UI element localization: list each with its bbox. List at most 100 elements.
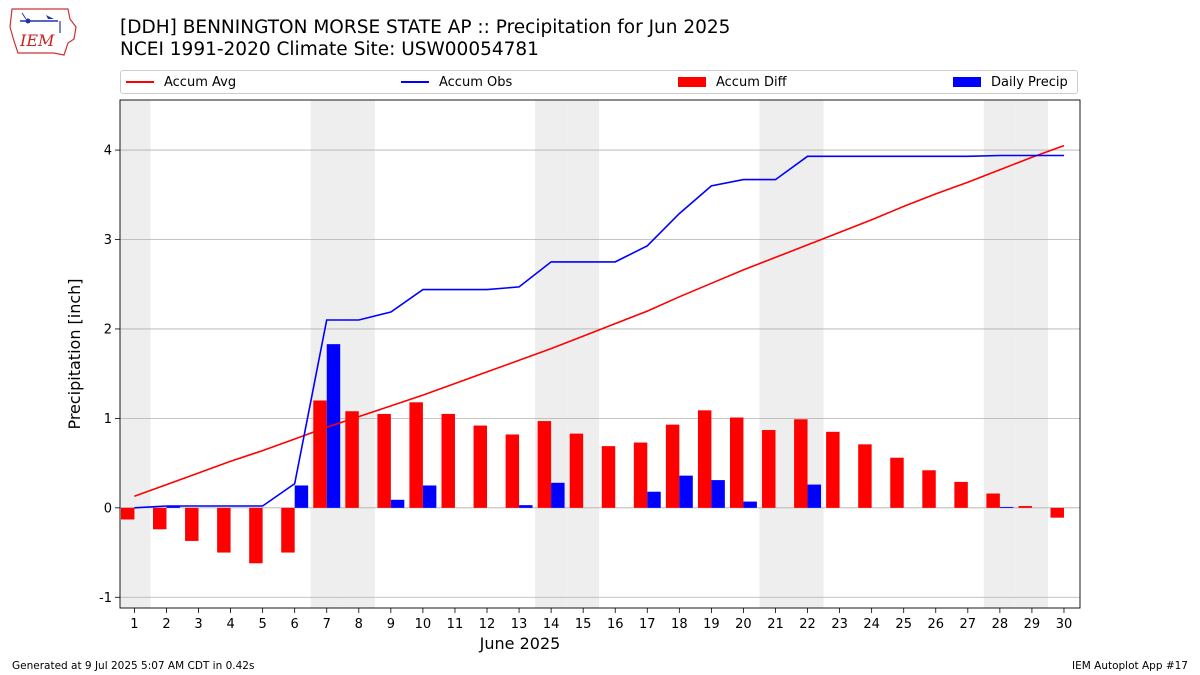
accum-diff-bar [633, 442, 648, 508]
y-tick-label: 3 [104, 233, 112, 248]
chart-subtitle: NCEI 1991-2020 Climate Site: USW00054781 [120, 39, 539, 60]
weekend-shade [759, 100, 792, 608]
legend-label-accum-avg: Accum Avg [164, 74, 237, 90]
x-tick-label: 23 [831, 617, 848, 632]
legend-swatch-daily-precip [953, 77, 981, 87]
accum-diff-bar [858, 444, 872, 508]
x-tick-label: 10 [415, 617, 432, 632]
plot-frame [119, 99, 1081, 609]
accum-diff-bar [409, 402, 423, 508]
legend-label-accum-diff: Accum Diff [716, 74, 787, 90]
accum-diff-bar [185, 507, 199, 541]
accum-diff-bar [120, 507, 135, 520]
accum-diff-bar [345, 411, 359, 508]
accum-diff-bar [153, 507, 167, 530]
accum-diff-bar [249, 507, 263, 564]
x-tick-label: 12 [479, 617, 496, 632]
x-tick-label: 20 [735, 617, 752, 632]
x-tick-label: 27 [960, 617, 977, 632]
x-tick-label: 7 [323, 617, 331, 632]
daily-precip-bar [519, 505, 533, 508]
accum-diff-bar [986, 493, 1000, 508]
legend-item-accum-diff: Accum Diff [678, 71, 787, 93]
weekend-shade [567, 100, 600, 608]
accum-diff-bar [665, 424, 680, 508]
legend-item-accum-obs: Accum Obs [401, 71, 512, 93]
y-tick-label: 1 [104, 412, 112, 427]
weekend-shade [983, 100, 1016, 608]
legend: Accum Avg Accum Obs Accum Diff Daily Pre… [120, 70, 1078, 94]
x-tick-label: 9 [387, 617, 395, 632]
accum-diff-bar [729, 417, 744, 508]
iem-logo: IEM [9, 8, 77, 56]
y-tick-label: 4 [104, 144, 112, 159]
legend-swatch-accum-obs [401, 81, 429, 83]
accum-diff-bar [890, 457, 904, 508]
accum-obs-line [134, 154, 1064, 509]
legend-label-daily-precip: Daily Precip [991, 74, 1068, 90]
legend-swatch-accum-diff [678, 77, 706, 87]
y-tick-label: 2 [104, 322, 112, 337]
accum-diff-bar [281, 507, 295, 553]
accum-diff-bar [569, 433, 584, 508]
accum-diff-bar [217, 507, 231, 553]
daily-precip-bar [390, 499, 405, 508]
legend-swatch-accum-avg [126, 81, 154, 83]
x-tick-label: 1 [130, 617, 138, 632]
weekend-shade [1015, 100, 1048, 608]
accum-diff-bar [441, 413, 455, 508]
x-tick-label: 2 [162, 617, 170, 632]
x-tick-label: 26 [927, 617, 944, 632]
accum-diff-bar [826, 431, 840, 508]
x-tick-label: 14 [543, 617, 560, 632]
x-tick-label: 3 [194, 617, 202, 632]
weekend-shade [120, 100, 151, 608]
x-tick-label: 6 [291, 617, 299, 632]
daily-precip-bar [679, 475, 693, 508]
legend-label-accum-obs: Accum Obs [439, 74, 513, 90]
legend-item-daily-precip: Daily Precip [953, 71, 1068, 93]
accum-diff-bar [794, 419, 808, 508]
accum-diff-bar [473, 425, 488, 508]
app-credit: IEM Autoplot App #17 [1072, 660, 1188, 672]
x-tick-label: 19 [703, 617, 720, 632]
x-tick-label: 28 [992, 617, 1009, 632]
x-tick-label: 5 [258, 617, 266, 632]
daily-precip-bar [647, 491, 661, 508]
y-tick-label: 0 [104, 501, 112, 516]
accum-diff-bar [762, 430, 776, 508]
x-tick-label: 13 [511, 617, 528, 632]
x-axis-label: June 2025 [479, 634, 561, 653]
accum-diff-bar [313, 400, 327, 508]
daily-precip-bar [807, 484, 822, 508]
accum-diff-bar [954, 481, 968, 508]
accum-diff-bar [537, 421, 552, 508]
daily-precip-bar [422, 485, 437, 508]
x-tick-label: 25 [895, 617, 912, 632]
x-tick-label: 8 [355, 617, 363, 632]
accum-diff-bar [377, 413, 391, 508]
daily-precip-bar [551, 482, 565, 508]
logo-text: IEM [19, 31, 55, 50]
x-tick-label: 30 [1056, 617, 1073, 632]
accum-avg-line [134, 144, 1065, 497]
x-tick-label: 22 [799, 617, 816, 632]
daily-precip-bar [743, 501, 757, 508]
daily-precip-bar [711, 480, 725, 508]
legend-item-accum-avg: Accum Avg [126, 71, 236, 93]
x-tick-label: 4 [226, 617, 234, 632]
x-tick-label: 17 [639, 617, 656, 632]
chart-title: [DDH] BENNINGTON MORSE STATE AP :: Preci… [120, 17, 731, 38]
accum-diff-bar [922, 470, 936, 508]
x-tick-label: 16 [607, 617, 624, 632]
daily-precip-bar [294, 485, 309, 508]
accum-diff-bar [505, 434, 520, 508]
accum-diff-bar [1018, 506, 1032, 508]
daily-precip-bar [326, 344, 341, 508]
accum-diff-bar [1050, 507, 1064, 518]
x-tick-label: 21 [767, 617, 784, 632]
accum-diff-bar [601, 446, 616, 508]
daily-precip-bar [166, 506, 180, 508]
x-tick-label: 11 [447, 617, 464, 632]
